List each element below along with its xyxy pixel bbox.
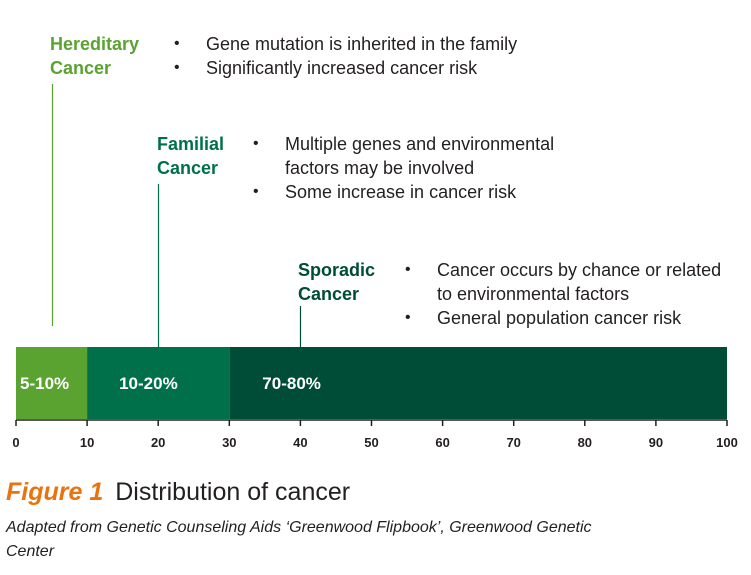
bullet-item: Gene mutation is inherited in the family xyxy=(174,32,734,56)
x-tick-label: 0 xyxy=(12,435,19,450)
x-tick-label: 80 xyxy=(578,435,592,450)
bullet-item: Significantly increased cancer risk xyxy=(174,56,734,80)
x-tick-label: 10 xyxy=(80,435,94,450)
bar-label: 5-10% xyxy=(20,374,69,393)
bullet-item: Cancer occurs by chance or related to en… xyxy=(405,258,735,306)
figure-caption: Adapted from Genetic Counseling Aids ‘Gr… xyxy=(6,519,592,560)
familial-label-line2: Cancer xyxy=(157,158,219,178)
x-tick-label: 100 xyxy=(716,435,738,450)
familial-bullets: Multiple genes and environmental factors… xyxy=(253,132,603,204)
bar-segment xyxy=(229,347,728,419)
x-tick-label: 30 xyxy=(222,435,236,450)
sporadic-cancer-label: Sporadic Cancer xyxy=(298,258,375,306)
bullet-item: General population cancer risk xyxy=(405,306,735,330)
figure-title: Figure 1 Distribution of cancer xyxy=(6,475,350,509)
x-tick-label: 90 xyxy=(649,435,663,450)
x-tick-label: 70 xyxy=(506,435,520,450)
hereditary-bullets: Gene mutation is inherited in the family… xyxy=(174,32,734,80)
bar-segment xyxy=(87,347,230,419)
familial-label-line1: Familial xyxy=(157,134,225,154)
x-tick-label: 50 xyxy=(364,435,378,450)
bar-segment xyxy=(16,347,88,419)
bar-label: 10-20% xyxy=(119,374,178,393)
x-tick-label: 20 xyxy=(151,435,165,450)
hereditary-label-line2: Cancer xyxy=(50,58,112,78)
sporadic-label-line2: Cancer xyxy=(298,284,360,304)
bar-label: 70-80% xyxy=(262,374,321,393)
figure-title-text: Distribution of cancer xyxy=(115,478,351,506)
x-tick-label: 60 xyxy=(435,435,449,450)
hereditary-cancer-label: Hereditary Cancer xyxy=(50,32,139,80)
bullet-item: Multiple genes and environmental factors… xyxy=(253,132,603,180)
x-tick-label: 40 xyxy=(293,435,307,450)
bullet-item: Some increase in cancer risk xyxy=(253,180,603,204)
figure-number: Figure 1 xyxy=(6,478,104,506)
familial-cancer-label: Familial Cancer xyxy=(157,132,224,180)
sporadic-bullets: Cancer occurs by chance or related to en… xyxy=(405,258,735,330)
sporadic-label-line1: Sporadic xyxy=(298,260,376,280)
hereditary-label-line1: Hereditary xyxy=(50,34,140,54)
